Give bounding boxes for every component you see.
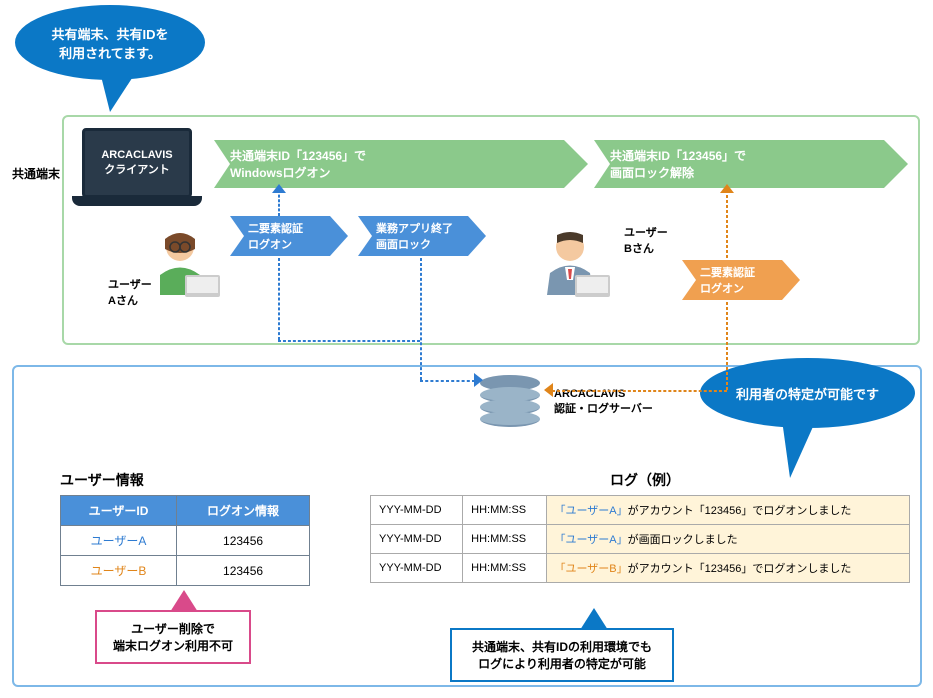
dash-a-h (278, 340, 420, 342)
chev2-l2: 画面ロック (376, 239, 431, 251)
blue-arrow (580, 608, 608, 630)
dash-b-up-arrow (720, 184, 734, 193)
band1-l2: Windowsログオン (230, 166, 331, 180)
laptop-icon: ARCACLAVIS クライアント (82, 128, 192, 206)
dash-a-up-arrow (272, 184, 286, 193)
callout-right: 利用者の特定が可能です (700, 358, 915, 428)
cell-user-b: ユーザーB (61, 556, 177, 586)
chev1-l1: 二要素認証 (248, 223, 303, 235)
callout-top-tail (100, 72, 136, 112)
pink-arrow (170, 590, 198, 612)
dash-b-down (726, 302, 728, 390)
cell-logon-b: 123456 (177, 556, 310, 586)
chev-2fa-logon-b: 二要素認証ログオン (682, 260, 782, 300)
callout-top-line2: 利用されてます。 (59, 46, 161, 61)
pink-box: ユーザー削除で端末ログオン利用不可 (95, 610, 251, 664)
database-icon (480, 375, 540, 435)
band2-l1: 共通端末ID「123456」で (610, 149, 746, 163)
laptop-label-1: ARCACLAVIS (101, 149, 172, 161)
band-logon: 共通端末ID「123456」で Windowsログオン (214, 140, 564, 188)
log-table: YYY-MM-DDHH:MM:SS「ユーザーA」がアカウント「123456」でロ… (370, 495, 910, 583)
chev-2fa-logon: 二要素認証ログオン (230, 216, 330, 256)
blue-box: 共通端末、共有IDの利用環境でもログにより利用者の特定が可能 (450, 628, 674, 682)
chev2-l1: 業務アプリ終了 (376, 223, 453, 235)
dash-a-down2 (420, 258, 422, 380)
laptop-label-2: クライアント (104, 164, 170, 176)
table-row: YYY-MM-DDHH:MM:SS「ユーザーA」がアカウント「123456」でロ… (371, 496, 910, 525)
user-a-icon (140, 225, 230, 308)
user-b-label: ユーザーBさん (624, 224, 668, 256)
cell-user-a: ユーザーA (61, 526, 177, 556)
server-label: ARCACLAVIS認証・ログサーバー (554, 388, 653, 416)
user-a-label: ユーザーAさん (108, 276, 152, 308)
callout-right-text: 利用者の特定が可能です (736, 384, 879, 403)
dash-a-down1 (278, 258, 280, 340)
dash-a-arrow (474, 373, 483, 387)
dash-b-up (726, 190, 728, 258)
chev-app-lock: 業務アプリ終了画面ロック (358, 216, 468, 256)
chev3-l1: 二要素認証 (700, 267, 755, 279)
cell-logon-a: 123456 (177, 526, 310, 556)
table-row: YYY-MM-DDHH:MM:SS「ユーザーA」が画面ロックしました (371, 525, 910, 554)
band1-l1: 共通端末ID「123456」で (230, 149, 366, 163)
user-info-table: ユーザーIDログオン情報 ユーザーA123456 ユーザーB123456 (60, 495, 310, 586)
section-label: 共通端末 (12, 165, 60, 182)
callout-top-line1: 共有端末、共有IDを (51, 27, 168, 42)
dash-a-h2 (420, 380, 475, 382)
callout-right-tail (782, 420, 816, 478)
user-info-title: ユーザー情報 (60, 470, 144, 490)
th-logon: ログオン情報 (177, 496, 310, 526)
table-row: YYY-MM-DDHH:MM:SS「ユーザーB」がアカウント「123456」でロ… (371, 554, 910, 583)
callout-top: 共有端末、共有IDを利用されてます。 (15, 5, 205, 80)
th-userid: ユーザーID (61, 496, 177, 526)
dash-a-up (278, 190, 280, 216)
dash-b-arrow (544, 383, 553, 397)
chev1-l2: ログオン (248, 239, 292, 251)
log-title: ログ（例） (610, 470, 680, 490)
user-b-icon (530, 225, 620, 308)
band2-l2: 画面ロック解除 (610, 166, 694, 180)
dash-b-h (552, 390, 727, 392)
chev3-l2: ログオン (700, 283, 744, 295)
band-unlock: 共通端末ID「123456」で画面ロック解除 (594, 140, 884, 188)
